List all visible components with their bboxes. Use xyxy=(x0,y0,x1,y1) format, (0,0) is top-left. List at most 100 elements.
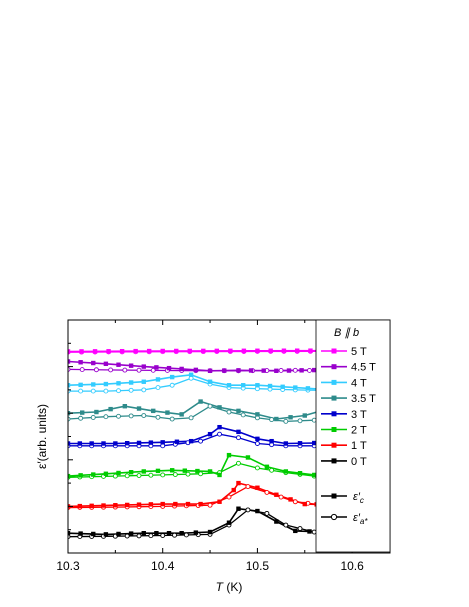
data-point-filled xyxy=(207,529,213,535)
data-point-open xyxy=(198,438,204,444)
data-point-filled xyxy=(77,503,83,509)
data-point-filled xyxy=(312,440,317,446)
legend-label: 2 T xyxy=(351,425,367,437)
legend-label: 0 T xyxy=(351,456,367,468)
data-point-open xyxy=(226,494,232,500)
data-point-open xyxy=(217,431,222,437)
data-point-open xyxy=(116,413,121,419)
data-point-filled xyxy=(255,348,260,353)
data-point-filled xyxy=(255,508,260,514)
data-point-filled xyxy=(89,441,94,446)
data-point-filled xyxy=(214,348,220,354)
data-point-filled xyxy=(119,348,125,354)
data-point-open xyxy=(236,460,241,466)
data-point-open xyxy=(264,510,270,516)
data-point-open xyxy=(103,414,109,420)
data-point-filled xyxy=(155,468,161,474)
data-point-filled xyxy=(236,368,241,373)
data-point-filled xyxy=(182,468,188,473)
data-point-filled xyxy=(78,382,83,388)
data-point-filled xyxy=(101,441,106,446)
legend-label: 4 T xyxy=(351,377,367,389)
data-point-open xyxy=(264,489,270,495)
data-point-filled xyxy=(193,530,199,535)
data-point-filled xyxy=(68,530,71,536)
data-point-filled xyxy=(222,368,227,373)
data-point-filled xyxy=(148,440,154,445)
data-point-open xyxy=(245,507,251,513)
data-point-filled xyxy=(136,406,142,411)
data-point-filled xyxy=(148,502,154,507)
data-point-filled xyxy=(255,436,260,442)
data-point-filled xyxy=(154,530,159,536)
data-point-filled xyxy=(174,439,180,444)
data-point-filled xyxy=(173,501,178,507)
series-line-c xyxy=(68,482,390,508)
data-point-filled xyxy=(231,487,236,493)
data-point-open xyxy=(108,367,114,373)
data-point-filled xyxy=(305,386,311,391)
data-point-filled xyxy=(274,492,279,497)
data-point-filled xyxy=(207,368,213,373)
data-point-filled xyxy=(226,520,232,525)
legend-label: 5 T xyxy=(351,346,367,358)
data-point-open xyxy=(240,412,246,418)
data-point-filled xyxy=(228,348,233,354)
data-point-filled xyxy=(293,385,298,390)
x-tick-label: 10.6 xyxy=(340,559,364,573)
data-point-open xyxy=(93,367,99,373)
data-point-filled xyxy=(264,464,270,469)
data-point-filled xyxy=(77,441,83,446)
legend-swatch-marker xyxy=(331,379,337,385)
data-point-filled xyxy=(141,469,146,474)
data-point-open xyxy=(254,465,260,471)
data-point-filled xyxy=(122,404,128,409)
data-point-filled xyxy=(193,367,199,373)
data-point-open xyxy=(292,367,298,373)
x-axis-title: T (K) xyxy=(216,580,243,594)
x-tick-label: 10.4 xyxy=(151,559,175,573)
data-point-filled xyxy=(94,409,99,415)
legend-swatch-marker xyxy=(331,493,337,499)
data-point-filled xyxy=(261,368,266,373)
data-point-filled xyxy=(293,528,298,534)
data-point-open xyxy=(160,533,166,538)
data-point-filled xyxy=(283,441,289,446)
data-point-filled xyxy=(302,501,307,507)
legend: B ∥ b 5 T4.5 T4 T3.5 T3 T2 T1 T0 T ε′cε′… xyxy=(315,319,391,553)
legend-swatch-marker xyxy=(331,364,337,370)
data-point-filled xyxy=(116,470,121,476)
data-point-filled xyxy=(128,531,134,536)
data-point-filled xyxy=(116,362,121,367)
data-point-open xyxy=(122,367,128,373)
legend-label: ε′a* xyxy=(353,512,368,526)
data-point-open xyxy=(103,388,109,394)
data-point-filled xyxy=(217,424,222,430)
data-point-open xyxy=(169,416,175,422)
data-point-filled xyxy=(312,472,317,478)
data-point-filled xyxy=(286,368,292,373)
data-point-filled xyxy=(136,440,142,446)
data-point-filled xyxy=(255,485,260,490)
data-point-filled xyxy=(185,501,191,507)
data-point-filled xyxy=(91,360,96,366)
data-point-filled xyxy=(174,348,179,354)
data-point-filled xyxy=(101,503,106,508)
data-point-filled xyxy=(113,441,118,446)
data-point-open xyxy=(297,418,303,424)
x-axis-ticks: 10.3 10.4 10.5 10.6 xyxy=(56,320,364,573)
data-point-filled xyxy=(169,374,175,380)
data-point-open xyxy=(136,473,142,478)
legend-label: ε′c xyxy=(353,491,364,505)
data-point-filled xyxy=(294,348,300,353)
data-point-filled xyxy=(288,497,293,502)
data-point-filled xyxy=(116,381,121,386)
data-point-filled xyxy=(103,361,109,367)
data-point-open xyxy=(172,532,177,538)
data-point-filled xyxy=(160,440,165,445)
data-point-filled xyxy=(78,360,83,365)
legend-swatch-marker xyxy=(331,442,337,448)
legend-swatch-marker xyxy=(331,395,337,401)
data-point-filled xyxy=(269,438,274,444)
